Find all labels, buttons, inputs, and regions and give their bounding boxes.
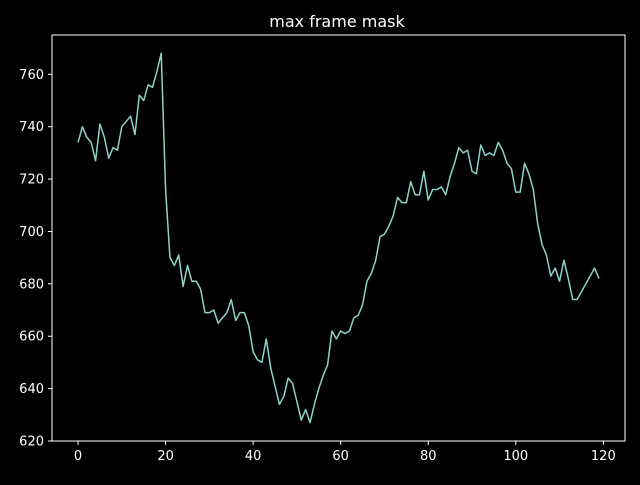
x-axis: 0 20 40 60 80 100 120 [74,441,616,464]
y-tick-label: 640 [19,382,44,397]
y-tick-label: 760 [19,68,44,83]
y-axis: 620 640 660 680 700 720 740 760 [19,68,52,450]
x-tick-label: 100 [503,449,528,464]
x-tick-label: 60 [332,449,349,464]
x-tick-label: 40 [245,449,262,464]
chart-title: max frame mask [269,12,405,31]
y-tick-label: 620 [19,435,44,450]
x-tick-label: 20 [157,449,174,464]
y-tick-label: 720 [19,173,44,188]
x-tick-label: 120 [591,449,616,464]
y-tick-label: 740 [19,120,44,135]
y-tick-label: 680 [19,277,44,292]
x-tick-label: 80 [420,449,437,464]
plot-area-frame [51,34,626,442]
x-tick-label: 0 [74,449,82,464]
series-line [77,52,600,424]
series-layer [77,52,600,424]
y-tick-label: 700 [19,225,44,240]
y-tick-label: 660 [19,330,44,345]
